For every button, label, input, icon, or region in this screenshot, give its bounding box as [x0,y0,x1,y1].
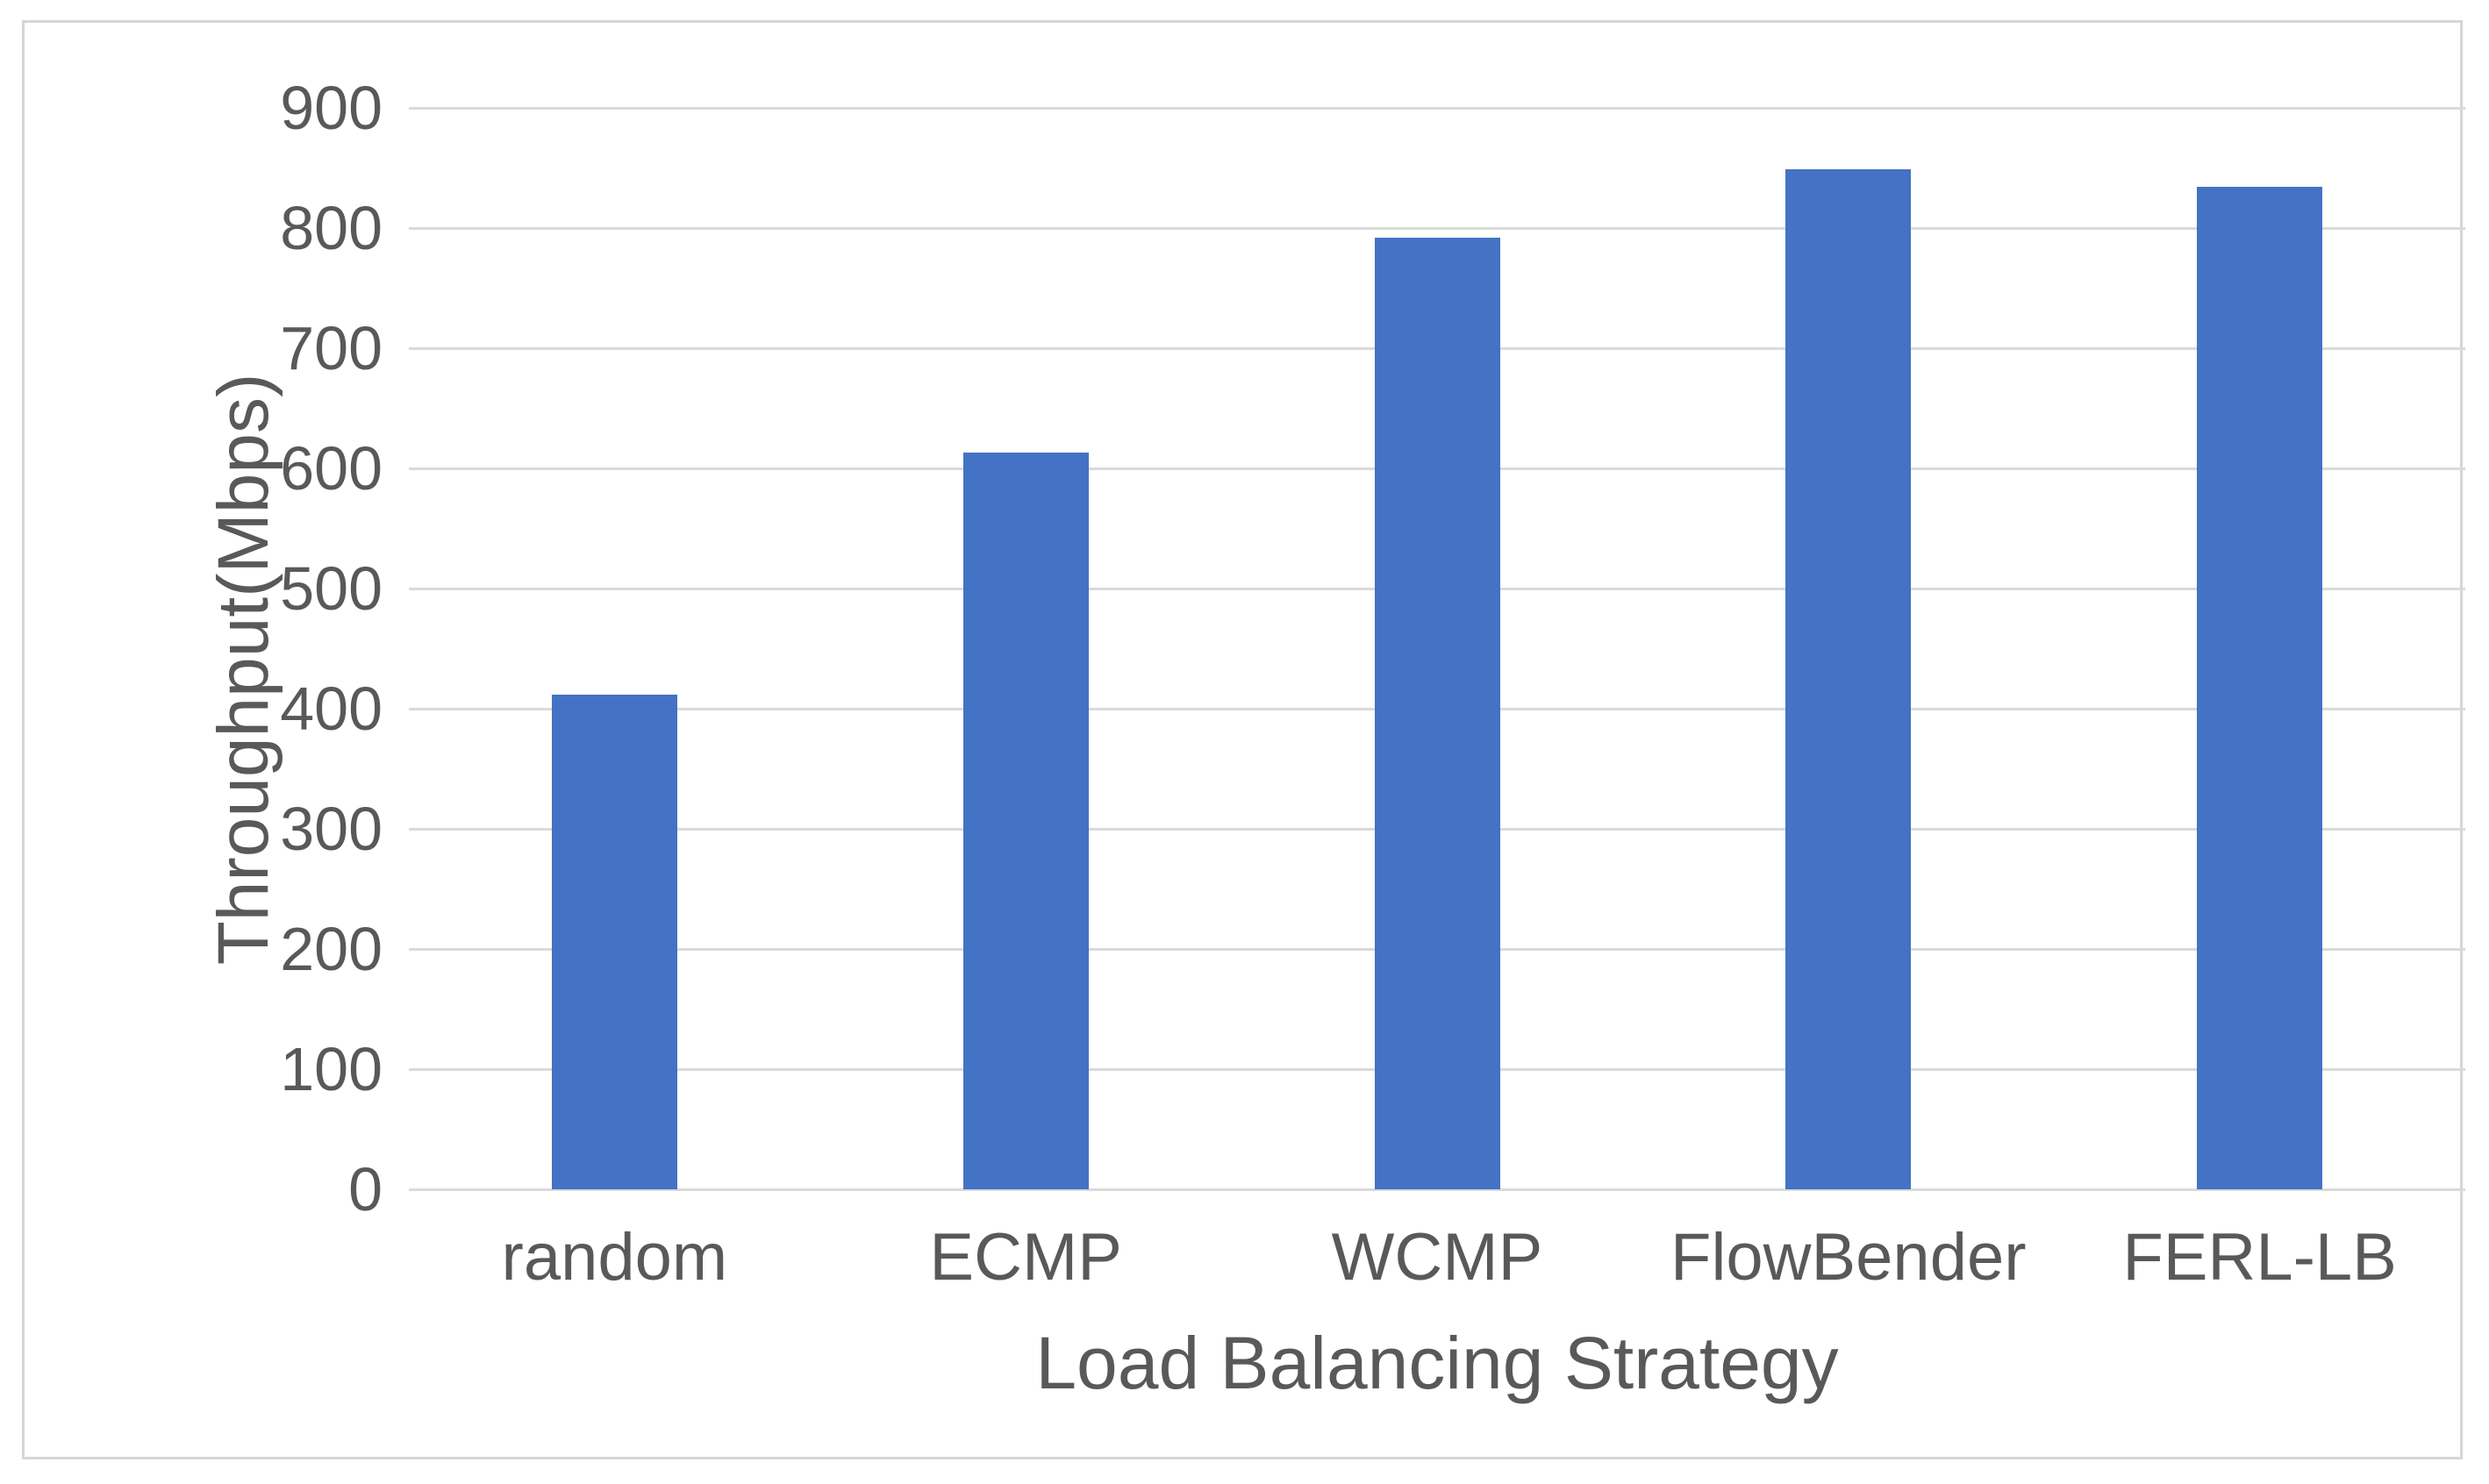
bar-ECMP [962,453,1089,1189]
x-category-label-FlowBender: FlowBender [1670,1220,2027,1295]
gridline-800 [409,227,2465,230]
gridline-900 [409,107,2465,110]
y-tick-label-400: 400 [280,674,383,743]
y-tick-label-900: 900 [280,74,383,142]
y-tick-label-300: 300 [280,795,383,863]
y-tick-label-600: 600 [280,434,383,503]
y-tick-label-700: 700 [280,314,383,382]
x-category-label-WCMP: WCMP [1331,1220,1543,1295]
bar-FlowBender [1785,168,1912,1189]
x-category-label-FERL-LB: FERL-LB [2122,1220,2397,1295]
bar-random [551,694,677,1189]
y-tick-label-500: 500 [280,554,383,623]
bar-WCMP [1374,237,1500,1189]
x-category-label-random: random [501,1220,728,1295]
bar-FERL-LB [2197,187,2323,1189]
y-tick-label-200: 200 [280,915,383,983]
x-category-label-ECMP: ECMP [929,1220,1122,1295]
gridline-0 [409,1188,2465,1191]
y-tick-label-800: 800 [280,194,383,262]
y-tick-label-0: 0 [348,1155,383,1224]
chart-frame: Throughput(Mbps) Load Balancing Strategy… [22,20,2465,1459]
x-axis-title: Load Balancing Strategy [1035,1322,1839,1404]
y-tick-label-100: 100 [280,1035,383,1103]
